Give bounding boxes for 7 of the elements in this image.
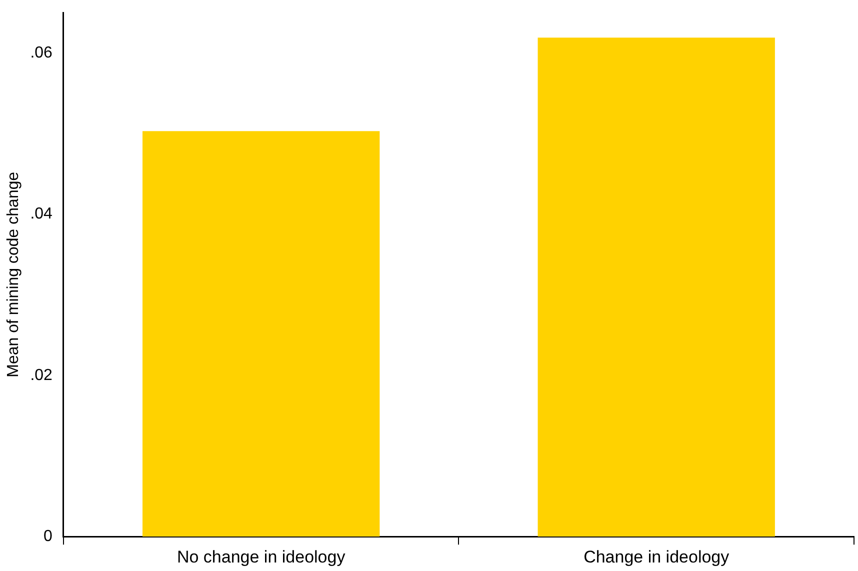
y-tick-label: .02: [30, 366, 53, 384]
y-tick-label: 0: [44, 528, 53, 546]
y-axis-title: Mean of mining code change: [5, 172, 22, 378]
x-tick-label: No change in ideology: [176, 547, 346, 566]
x-tick-label: Change in ideology: [584, 547, 730, 566]
y-tick-label: .04: [30, 206, 53, 223]
y-tick-label: .06: [30, 44, 53, 62]
